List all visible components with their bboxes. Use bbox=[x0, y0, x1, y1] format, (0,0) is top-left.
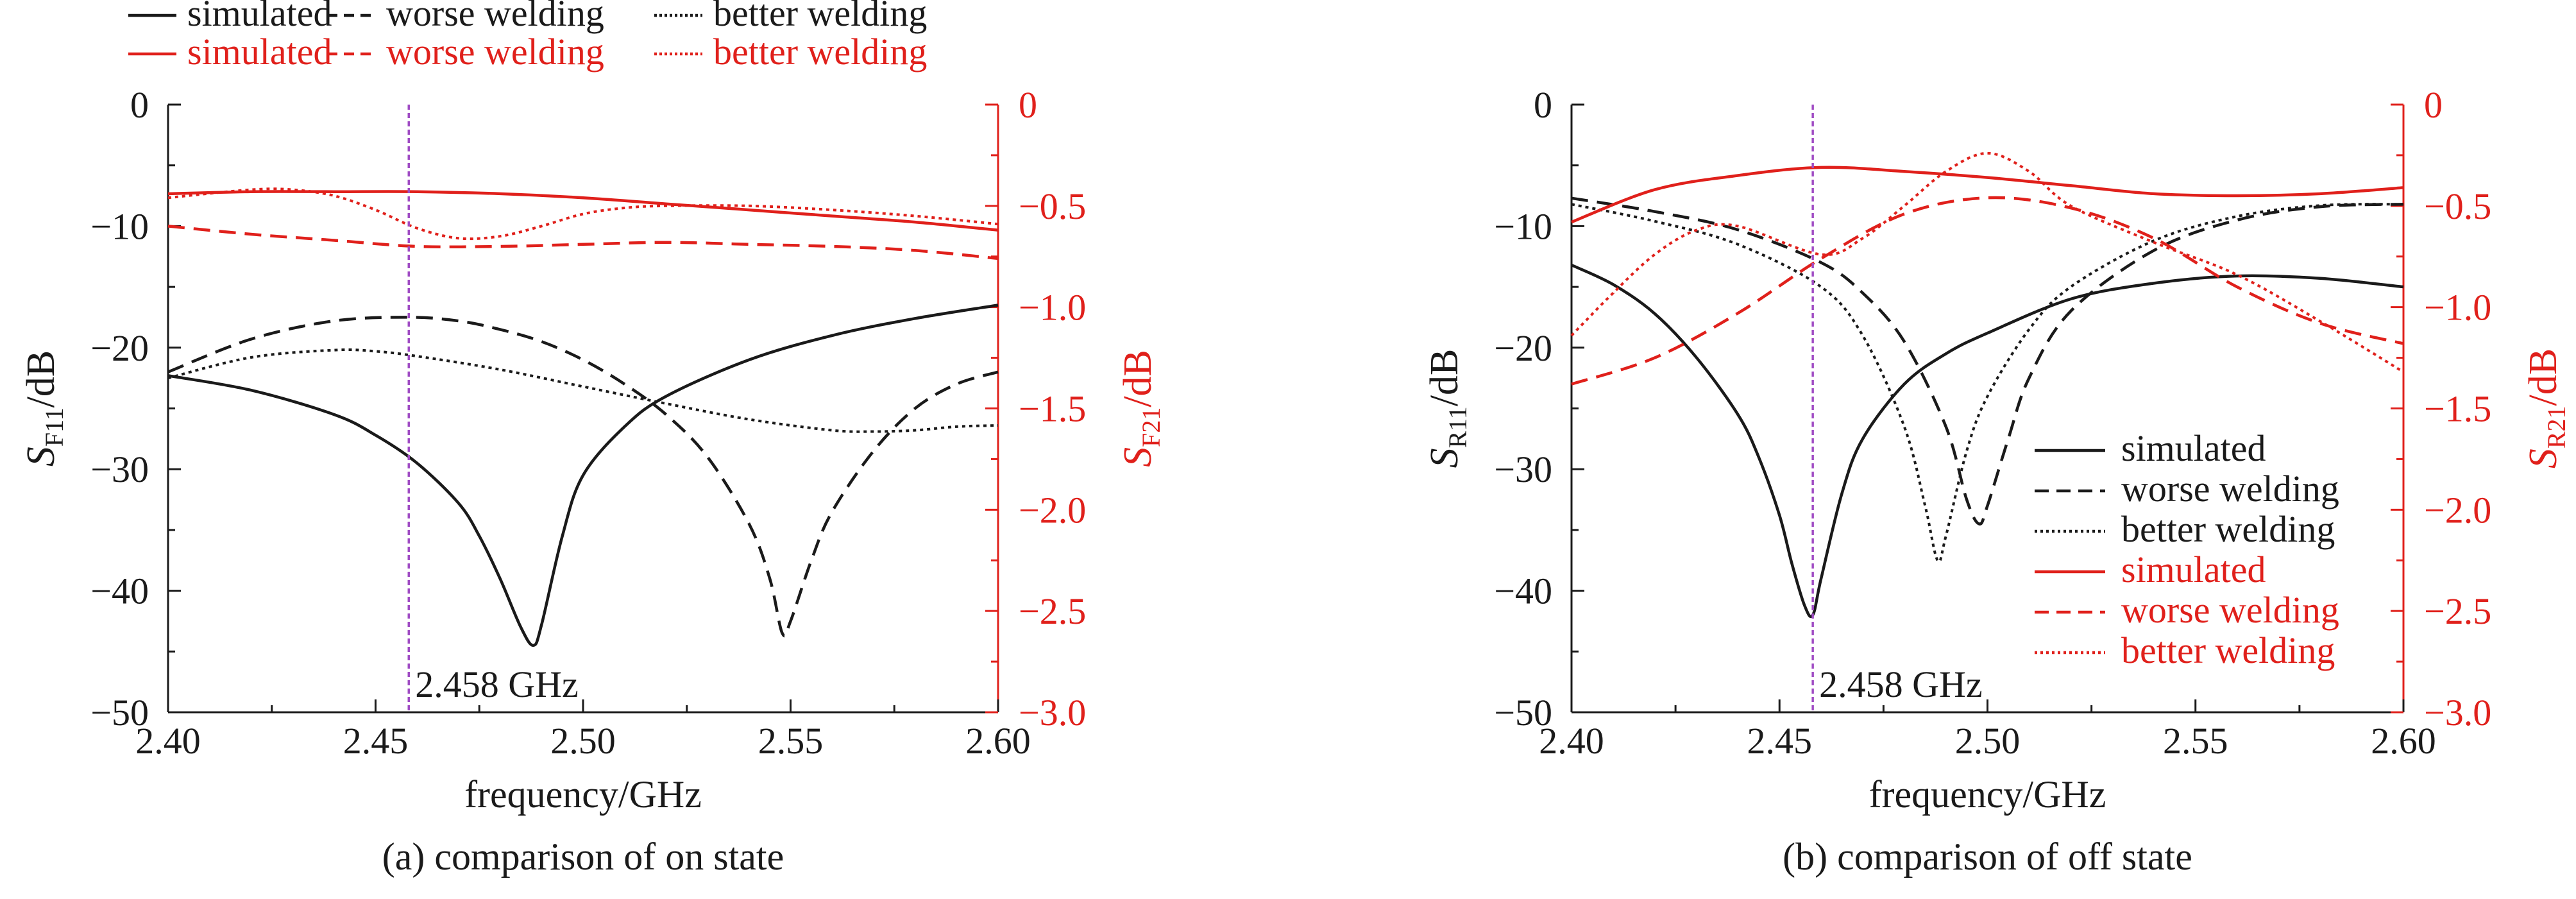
x-tick-label: 2.45 bbox=[343, 720, 409, 762]
y-left-tick-label: −30 bbox=[90, 449, 149, 490]
y-right-axis-title: SF21/dB bbox=[1116, 350, 1165, 467]
y-right-tick-label: −3.0 bbox=[2424, 692, 2491, 733]
y-left-tick-label: −10 bbox=[1494, 205, 1552, 247]
y-left-axis-title-subscript: F11 bbox=[40, 407, 69, 447]
legend-label: better welding bbox=[713, 31, 927, 73]
series-line-black-solid bbox=[167, 304, 999, 647]
x-tick-label: 2.40 bbox=[135, 720, 201, 762]
legend-label: worse welding bbox=[386, 0, 604, 34]
x-tick-label: 2.60 bbox=[965, 720, 1031, 762]
y-left-axis-title-unit: /dB bbox=[19, 350, 63, 408]
series-line-red-dashed bbox=[1571, 196, 2404, 386]
y-left-tick-label: −40 bbox=[90, 570, 149, 612]
y-right-tick-label: −1.0 bbox=[2424, 287, 2491, 329]
x-tick-label: 2.55 bbox=[758, 720, 824, 762]
y-left-axis-title-symbol: S bbox=[19, 447, 63, 467]
y-right-tick-label: −1.5 bbox=[2424, 388, 2491, 430]
series-line-red-dotted bbox=[167, 187, 999, 241]
legend-label: better welding bbox=[713, 0, 927, 34]
y-left-tick-label: −30 bbox=[1494, 449, 1552, 490]
y-right-tick-label: −2.5 bbox=[1019, 590, 1086, 632]
legend-label: worse welding bbox=[2121, 468, 2339, 509]
legend-label: worse welding bbox=[2121, 589, 2339, 631]
frequency-marker-label: 2.458 GHz bbox=[1819, 664, 1983, 705]
chart-panel-1: 2.40 2.45 2.50 2.55 2.60 0 −10 −20 −30 −40 −50 0 −0.… bbox=[1423, 84, 2571, 878]
y-right-axis-title: SR21/dB bbox=[2521, 348, 2571, 468]
y-right-tick-label: −2.5 bbox=[2424, 590, 2491, 632]
y-left-tick-label: −20 bbox=[1494, 327, 1552, 369]
y-right-tick-label: −0.5 bbox=[2424, 185, 2491, 227]
panel-caption: (b) comparison of off state bbox=[1783, 835, 2192, 878]
y-right-tick-label: −2.0 bbox=[2424, 489, 2491, 531]
legend-label: simulated bbox=[187, 31, 332, 73]
series-line-red-solid bbox=[167, 190, 999, 232]
y-right-tick-label: −1.0 bbox=[1019, 287, 1086, 329]
series-line-black-dashed bbox=[1571, 196, 2404, 526]
y-left-tick-label: −10 bbox=[90, 205, 149, 247]
y-right-axis-title-symbol: S bbox=[1116, 447, 1160, 467]
y-left-axis-title-subscript: R11 bbox=[1443, 406, 1472, 448]
x-tick-label: 2.45 bbox=[1747, 720, 1813, 762]
legend-label: simulated bbox=[2121, 427, 2266, 469]
y-left-axis-title-unit: /dB bbox=[1423, 349, 1466, 407]
legend: simulated worse welding better welding simu… bbox=[128, 0, 927, 73]
legend-label: better welding bbox=[2121, 508, 2335, 550]
x-tick-label: 2.40 bbox=[1539, 720, 1604, 762]
series-line-red-dotted bbox=[1570, 151, 2405, 373]
panel-caption: (a) comparison of on state bbox=[382, 835, 784, 878]
frequency-marker-label: 2.458 GHz bbox=[415, 664, 579, 705]
y-left-axis-title: SF11/dB bbox=[19, 350, 69, 467]
y-left-tick-label: −50 bbox=[1494, 692, 1552, 733]
y-right-tick-label: −0.5 bbox=[1019, 185, 1086, 227]
x-tick-label: 2.55 bbox=[2163, 720, 2228, 762]
y-right-axis-title-subscript: F21 bbox=[1137, 407, 1165, 447]
y-left-axis-title-symbol: S bbox=[1423, 448, 1466, 468]
y-left-tick-label: −40 bbox=[1494, 570, 1552, 612]
y-right-tick-label: −3.0 bbox=[1019, 692, 1086, 733]
series-line-black-dashed bbox=[167, 316, 999, 638]
legend-label: simulated bbox=[2121, 549, 2266, 590]
series-line-red-solid bbox=[1571, 166, 2404, 224]
legend-label: worse welding bbox=[386, 31, 604, 73]
y-left-tick-label: 0 bbox=[130, 84, 149, 126]
y-right-tick-label: −1.5 bbox=[1019, 388, 1086, 430]
x-axis-title: frequency/GHz bbox=[1869, 773, 2106, 816]
y-right-tick-label: 0 bbox=[2424, 84, 2443, 126]
y-right-axis-title-unit: /dB bbox=[2521, 348, 2565, 406]
y-right-axis-title-symbol: S bbox=[2521, 449, 2565, 468]
y-left-tick-label: 0 bbox=[1534, 84, 1552, 126]
legend-label: simulated bbox=[187, 0, 332, 34]
x-tick-label: 2.50 bbox=[1955, 720, 2021, 762]
series-line-red-dashed bbox=[167, 225, 999, 261]
y-left-axis-title: SR11/dB bbox=[1423, 349, 1472, 468]
series-line-black-dotted bbox=[167, 348, 999, 433]
y-right-axis-title-subscript: R21 bbox=[2542, 406, 2571, 449]
x-axis-title: frequency/GHz bbox=[464, 773, 702, 816]
chart-panel-0: 2.40 2.45 2.50 2.55 2.60 0 −10 −20 −30 −40 −50 0 −0.… bbox=[19, 0, 1165, 878]
x-tick-label: 2.50 bbox=[550, 720, 616, 762]
series-line-black-solid bbox=[1571, 263, 2404, 619]
y-left-tick-label: −50 bbox=[90, 692, 149, 733]
y-right-axis-title-unit: /dB bbox=[1116, 350, 1160, 407]
y-left-tick-label: −20 bbox=[90, 327, 149, 369]
y-right-tick-label: 0 bbox=[1019, 84, 1037, 126]
x-tick-label: 2.60 bbox=[2371, 720, 2436, 762]
legend-label: better welding bbox=[2121, 629, 2335, 671]
y-right-tick-label: −2.0 bbox=[1019, 489, 1086, 531]
